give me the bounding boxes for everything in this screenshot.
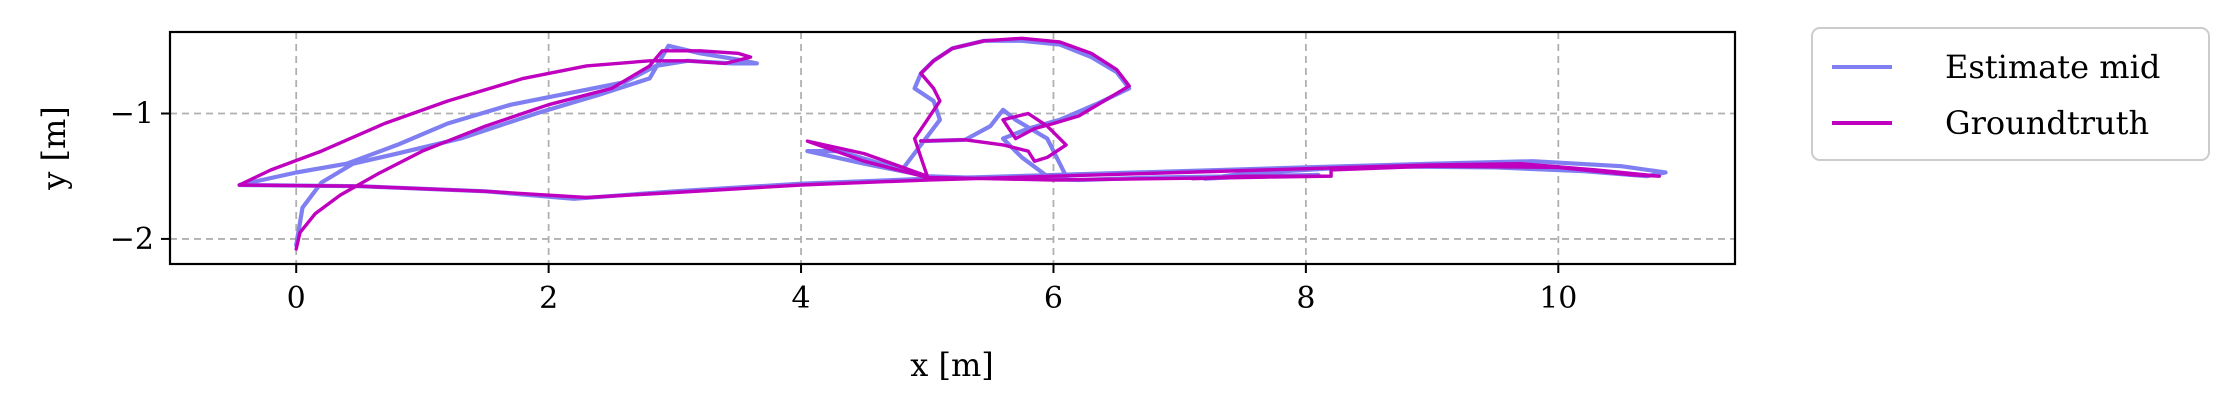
x-tick-label: 8: [1296, 281, 1315, 316]
series-layer: [237, 36, 1668, 251]
x-tick-label: 4: [792, 281, 811, 316]
legend-box: [1811, 27, 2210, 161]
x-tick-label: 0: [287, 281, 306, 316]
legend-label-estimate-mid: Estimate mid: [1945, 48, 2160, 86]
y-tick-label: −2: [110, 222, 154, 257]
plot-frame: [168, 30, 1737, 266]
y-tick-label: −1: [110, 97, 154, 132]
x-tick-label: 2: [539, 281, 558, 316]
tick-layer: 0 2 4 6 8 10 −1 −2: [110, 97, 1578, 316]
legend-label-groundtruth: Groundtruth: [1945, 104, 2149, 142]
legend: Estimate mid Groundtruth: [1811, 27, 2210, 161]
grid-layer: [170, 32, 1735, 264]
y-axis-label: y [m]: [35, 106, 73, 191]
series-line-estimate-mid: [237, 38, 1668, 248]
x-tick-label: 10: [1539, 281, 1577, 316]
series-line-groundtruth: [237, 36, 1662, 251]
x-tick-label: 6: [1044, 281, 1063, 316]
x-axis-label: x [m]: [910, 346, 994, 384]
